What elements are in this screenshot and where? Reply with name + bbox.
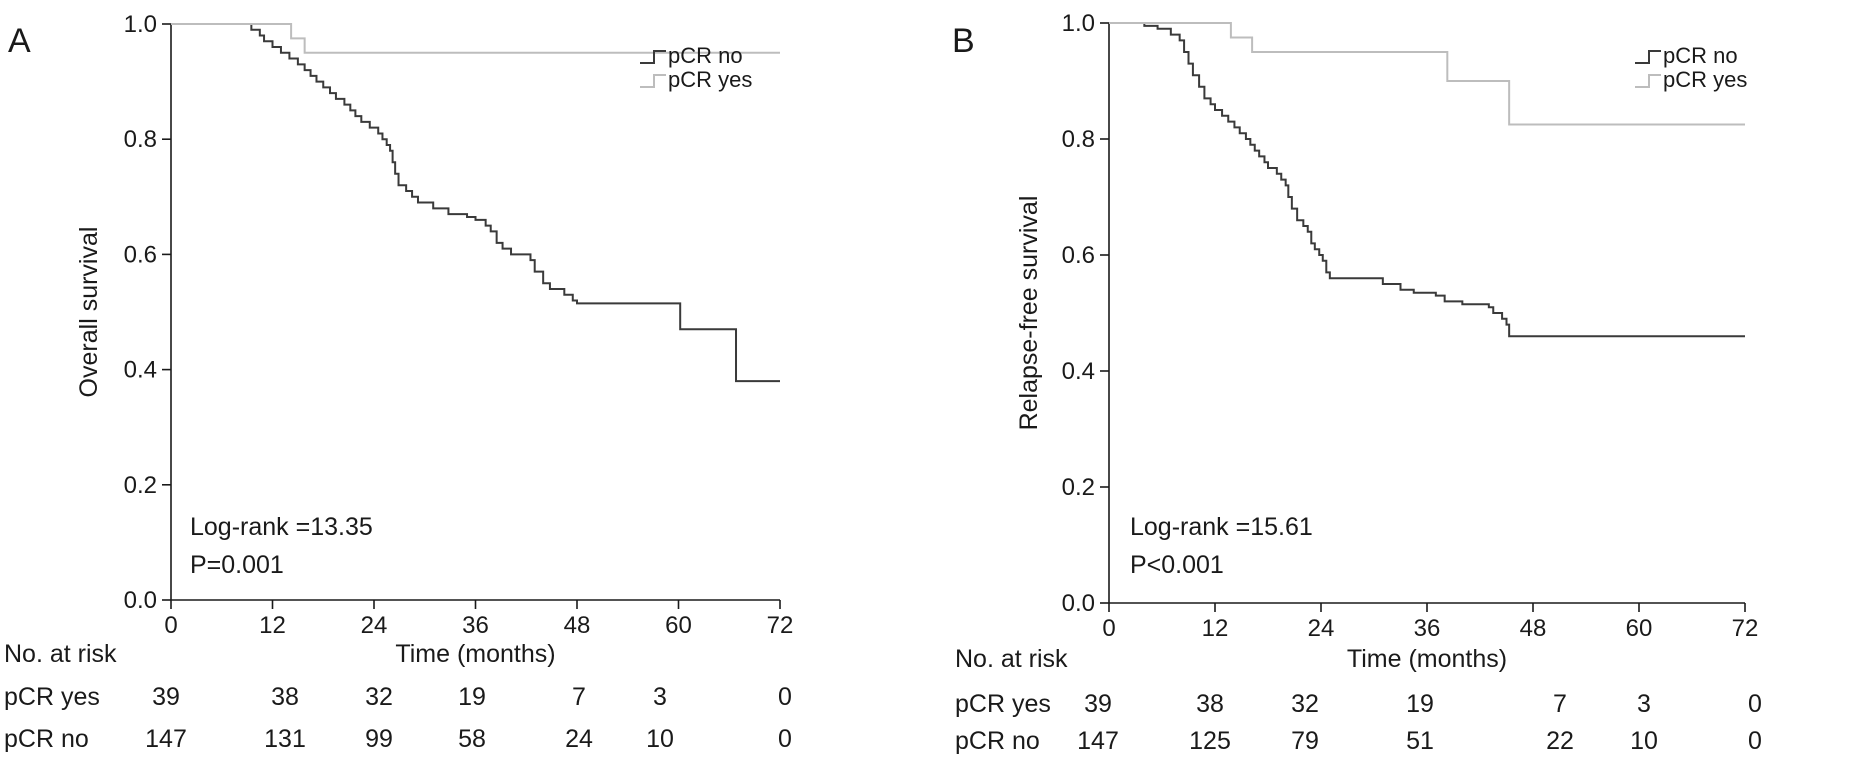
x-tick-label: 0 [1102, 615, 1115, 642]
x-tick-label: 48 [1520, 615, 1547, 642]
x-tick-label: 36 [462, 612, 489, 639]
risk-count: 39 [152, 683, 180, 711]
risk-count: 3 [1637, 690, 1651, 718]
risk-count: 24 [565, 725, 593, 753]
legend-swatch-pcr-yes [640, 74, 666, 88]
risk-count: 125 [1189, 727, 1231, 755]
y-tick-label: 0.0 [124, 587, 157, 614]
panel-letter: B [952, 22, 975, 60]
risk-count: 147 [145, 725, 187, 753]
y-tick-label: 0.6 [124, 241, 157, 268]
risk-count: 0 [778, 683, 792, 711]
legend-label-pcr-no: pCR no [1663, 43, 1738, 68]
y-tick-label: 0.0 [1062, 590, 1095, 617]
x-tick-label: 48 [564, 612, 591, 639]
risk-count: 10 [646, 725, 674, 753]
x-tick-label: 24 [361, 612, 388, 639]
survival-curve-pcr-yes [1109, 22, 1745, 126]
risk-count: 32 [365, 683, 393, 711]
risk-table-header: No. at risk [955, 645, 1068, 673]
x-tick-label: 12 [259, 612, 286, 639]
legend-swatch-pcr-no [1635, 50, 1661, 64]
risk-count: 0 [1748, 727, 1762, 755]
panel-letter: A [8, 22, 31, 60]
x-tick-label: 72 [767, 612, 794, 639]
y-tick-label: 1.0 [1062, 10, 1095, 37]
legend-swatch-pcr-yes [1635, 74, 1661, 88]
survival-curve-pcr-no [171, 23, 780, 383]
risk-row-label-pcr-yes: pCR yes [955, 690, 1051, 718]
y-axis-title: Overall survival [75, 227, 103, 398]
risk-count: 99 [365, 725, 393, 753]
risk-count: 58 [458, 725, 486, 753]
y-tick-label: 0.8 [124, 126, 157, 153]
risk-count: 3 [653, 683, 667, 711]
risk-count: 19 [458, 683, 486, 711]
risk-count: 32 [1291, 690, 1319, 718]
y-tick-label: 0.6 [1062, 242, 1095, 269]
panel-a: A 0.0 0.2 0.4 0.6 0.8 1.0 0 12 24 36 48 60 72 Overall … [4, 11, 793, 753]
risk-count: 38 [1196, 690, 1224, 718]
risk-count: 131 [264, 725, 306, 753]
y-tick-label: 0.2 [1062, 474, 1095, 501]
risk-count: 51 [1406, 727, 1434, 755]
log-rank-annotation: Log-rank =13.35 [190, 513, 373, 541]
risk-count: 10 [1630, 727, 1658, 755]
y-tick-label: 0.8 [1062, 126, 1095, 153]
x-tick-label: 0 [164, 612, 177, 639]
x-tick-label: 60 [665, 612, 692, 639]
risk-count: 0 [1748, 690, 1762, 718]
legend-swatch-pcr-no [640, 50, 666, 64]
panel-b: B 0.0 0.2 0.4 0.6 0.8 1.0 0 12 24 36 48 60 72 Relapse-… [952, 10, 1762, 755]
risk-count: 0 [778, 725, 792, 753]
legend-label-pcr-yes: pCR yes [668, 67, 752, 92]
y-tick-label: 1.0 [124, 11, 157, 38]
risk-count: 147 [1077, 727, 1119, 755]
x-axis-title: Time (months) [1347, 645, 1507, 673]
risk-table-header: No. at risk [4, 640, 117, 668]
survival-curve-pcr-yes [171, 23, 780, 54]
y-tick-label: 0.4 [124, 357, 157, 384]
risk-count: 22 [1546, 727, 1574, 755]
risk-count: 39 [1084, 690, 1112, 718]
risk-row-label-pcr-no: pCR no [955, 727, 1040, 755]
y-axis-title: Relapse-free survival [1015, 196, 1043, 431]
legend-label-pcr-yes: pCR yes [1663, 67, 1747, 92]
risk-count: 38 [271, 683, 299, 711]
p-value-annotation: P=0.001 [190, 551, 284, 579]
log-rank-annotation: Log-rank =15.61 [1130, 513, 1313, 541]
risk-count: 19 [1406, 690, 1434, 718]
x-tick-label: 24 [1308, 615, 1335, 642]
survival-curve-pcr-no [1109, 22, 1745, 338]
risk-count: 7 [1553, 690, 1567, 718]
y-tick-label: 0.4 [1062, 358, 1095, 385]
x-tick-label: 60 [1626, 615, 1653, 642]
x-tick-label: 36 [1414, 615, 1441, 642]
y-tick-label: 0.2 [124, 472, 157, 499]
x-tick-label: 72 [1732, 615, 1759, 642]
p-value-annotation: P<0.001 [1130, 551, 1224, 579]
x-axis-title: Time (months) [395, 640, 555, 668]
risk-row-label-pcr-yes: pCR yes [4, 683, 100, 711]
legend-label-pcr-no: pCR no [668, 43, 743, 68]
x-tick-label: 12 [1202, 615, 1229, 642]
risk-row-label-pcr-no: pCR no [4, 725, 89, 753]
risk-count: 79 [1291, 727, 1319, 755]
risk-count: 7 [572, 683, 586, 711]
